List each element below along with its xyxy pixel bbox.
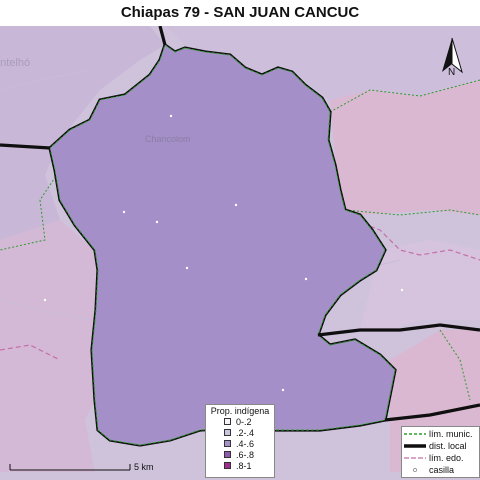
casilla — [43, 298, 47, 302]
legend-item-municipal: lím. munic. — [402, 428, 479, 439]
legend-label: lím. edo. — [429, 452, 464, 463]
legend-label: .8-1 — [236, 460, 252, 471]
casilla — [234, 203, 238, 207]
neighbor-north — [165, 26, 480, 100]
legend-item-state: lím. edo. — [402, 452, 479, 463]
legend-item: .6-.8 — [206, 449, 274, 460]
legend-item-casilla: casilla — [402, 464, 479, 475]
line-legend: lím. munic. dist. local lím. edo. casill… — [401, 426, 480, 478]
legend-label: 0-.2 — [236, 416, 252, 427]
north-arrow-left-icon — [442, 38, 452, 72]
scale-bar: 5 km — [9, 462, 154, 472]
municipal-line-icon — [404, 432, 426, 435]
legend-swatch — [224, 440, 231, 447]
proportion-legend: Prop. indígena 0-.2 .2-.4 .4-.6 .6-.8 .8… — [205, 404, 275, 478]
casilla — [122, 210, 126, 214]
district-lines — [0, 26, 480, 447]
legend-item: .8-1 — [206, 460, 274, 471]
casilla — [185, 266, 189, 270]
state-limit-west — [0, 344, 61, 361]
place-label-chancolom: Chancolom — [145, 134, 191, 144]
casilla — [169, 114, 173, 118]
casilla-point-icon — [413, 467, 417, 472]
north-label: N — [448, 67, 455, 78]
casilla — [400, 288, 404, 292]
neighbor-southwest — [0, 220, 100, 472]
legend-item: .2-.4 — [206, 427, 274, 438]
casilla — [155, 220, 159, 224]
legend-label: .2-.4 — [236, 427, 255, 438]
district-line-icon — [404, 443, 426, 448]
north-arrow-right-icon — [451, 37, 463, 74]
scale-label: 5 km — [134, 462, 154, 472]
legend-swatch — [224, 462, 231, 469]
district-line-north — [158, 26, 167, 46]
municipal-limit-se — [439, 329, 471, 401]
map-title: Chiapas 79 - SAN JUAN CANCUC — [120, 4, 360, 21]
legend-item: .4-.6 — [206, 438, 274, 449]
legend-label: .4-.6 — [236, 438, 255, 449]
legend-label: casilla — [429, 464, 455, 475]
municipal-limit-e — [344, 209, 480, 216]
north-arrow: N — [442, 37, 463, 78]
legend-swatch — [224, 429, 231, 436]
road-4 — [0, 69, 91, 91]
map-frame: Chancolom antelhó N 5 km — [0, 26, 480, 480]
state-limit-east — [339, 214, 480, 261]
place-label-cut: antelhó — [0, 57, 30, 69]
district-line-west — [0, 143, 51, 150]
legend-label: .6-.8 — [236, 449, 255, 460]
legend-item-district: dist. local — [402, 440, 479, 451]
legend-swatch — [224, 451, 231, 458]
district-line-southeast — [384, 403, 480, 422]
legend-label: dist. local — [429, 440, 467, 451]
road-5 — [0, 299, 91, 321]
district-line-east — [317, 323, 480, 337]
casilla — [281, 388, 285, 392]
legend-label: lím. munic. — [429, 428, 473, 439]
proportion-legend-title: Prop. indígena — [210, 406, 270, 416]
municipal-limit-w — [0, 169, 61, 251]
legend-item: 0-.2 — [206, 416, 274, 427]
municipal-limits — [0, 79, 480, 401]
map-canvas: Chancolom antelhó N 5 km — [0, 26, 480, 480]
neighbor-east-upper — [330, 80, 480, 215]
casilla — [304, 277, 308, 281]
casilla-points — [43, 114, 404, 392]
legend-swatch — [224, 418, 231, 425]
state-line-icon — [404, 456, 426, 459]
